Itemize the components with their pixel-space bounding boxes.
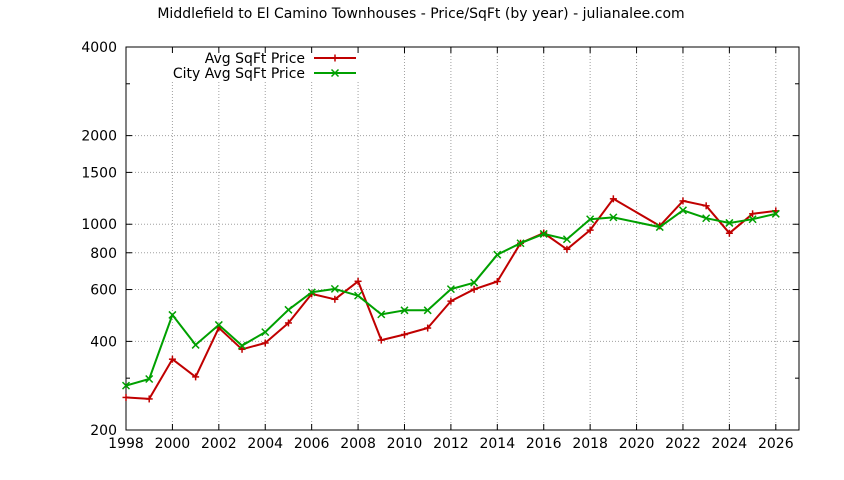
x-tick-label: 2012 (433, 436, 469, 452)
data-point-city-avg-sqft-price (586, 215, 595, 224)
data-point-avg-sqft-price (377, 336, 385, 344)
data-point-avg-sqft-price (261, 339, 269, 347)
data-point-city-avg-sqft-price (771, 209, 780, 218)
x-tick-label: 2026 (758, 436, 794, 452)
legend-marker-avg-sqft-price (331, 54, 339, 62)
data-point-avg-sqft-price (284, 319, 292, 327)
legend-label-city-avg-sqft-price: City Avg SqFt Price (173, 66, 305, 82)
x-tick-label: 2018 (572, 436, 608, 452)
legend-marker-city-avg-sqft-price (330, 68, 340, 78)
data-point-city-avg-sqft-price (400, 306, 409, 315)
data-point-avg-sqft-price (122, 393, 130, 401)
data-point-city-avg-sqft-price (725, 218, 734, 227)
data-point-avg-sqft-price (470, 285, 478, 293)
data-point-city-avg-sqft-price (214, 320, 223, 329)
data-point-avg-sqft-price (192, 373, 200, 381)
x-tick-label: 1998 (108, 436, 144, 452)
data-point-avg-sqft-price (168, 355, 176, 363)
data-point-city-avg-sqft-price (330, 284, 339, 293)
x-tick-label: 2024 (712, 436, 748, 452)
x-tick-label: 2002 (201, 436, 237, 452)
data-point-city-avg-sqft-price (354, 291, 363, 300)
data-point-city-avg-sqft-price (423, 306, 432, 315)
grid (125, 47, 799, 430)
x-tick-label: 2000 (155, 436, 191, 452)
data-point-city-avg-sqft-price (261, 328, 270, 337)
data-point-avg-sqft-price (493, 277, 501, 285)
y-tick-label: 2000 (81, 129, 117, 145)
y-tick-label: 800 (90, 246, 117, 262)
data-point-city-avg-sqft-price (284, 305, 293, 314)
axis-ticks: 1998 2000 2002 2004 2006 2008 2010 2012 2014 2016… (81, 40, 799, 452)
y-tick-label: 600 (90, 283, 117, 299)
data-point-city-avg-sqft-price (238, 341, 247, 350)
data-point-avg-sqft-price (679, 197, 687, 205)
data-point-avg-sqft-price (331, 295, 339, 303)
data-point-avg-sqft-price (749, 210, 757, 218)
x-tick-label: 2004 (247, 436, 283, 452)
x-tick-label: 2014 (479, 436, 515, 452)
data-point-city-avg-sqft-price (145, 374, 154, 384)
data-point-avg-sqft-price (354, 277, 362, 285)
data-point-avg-sqft-price (586, 226, 594, 234)
data-point-avg-sqft-price (609, 195, 617, 203)
y-tick-label: 200 (90, 423, 117, 439)
data-point-city-avg-sqft-price (307, 288, 316, 297)
chart-title: Middlefield to El Camino Townhouses - Pr… (157, 6, 684, 22)
x-tick-label: 2010 (387, 436, 423, 452)
data-point-avg-sqft-price (702, 202, 710, 210)
data-point-city-avg-sqft-price (470, 278, 479, 287)
data-point-city-avg-sqft-price (678, 206, 687, 215)
data-point-city-avg-sqft-price (446, 285, 455, 294)
data-point-avg-sqft-price (238, 345, 246, 353)
series-city-avg-sqft-price (121, 206, 780, 390)
y-tick-label: 1000 (81, 217, 117, 233)
data-point-avg-sqft-price (400, 331, 408, 339)
y-tick-label: 400 (90, 334, 117, 350)
data-point-city-avg-sqft-price (539, 229, 548, 238)
data-point-avg-sqft-price (725, 229, 733, 237)
data-point-city-avg-sqft-price (377, 310, 386, 319)
legend-label-avg-sqft-price: Avg SqFt Price (205, 51, 305, 67)
data-point-avg-sqft-price (447, 297, 455, 305)
data-point-city-avg-sqft-price (655, 223, 664, 232)
x-tick-label: 2008 (340, 436, 376, 452)
data-point-avg-sqft-price (563, 245, 571, 253)
data-point-city-avg-sqft-price (748, 215, 757, 224)
series-line-city-avg-sqft-price (125, 209, 777, 387)
data-point-city-avg-sqft-price (609, 213, 618, 222)
y-tick-label: 1500 (81, 165, 117, 181)
data-point-city-avg-sqft-price (168, 310, 177, 319)
plot-frame (125, 46, 800, 431)
data-point-avg-sqft-price (424, 324, 432, 332)
data-point-city-avg-sqft-price (493, 250, 502, 259)
data-point-avg-sqft-price (145, 395, 153, 403)
data-point-city-avg-sqft-price (121, 381, 131, 390)
x-tick-label: 2006 (294, 436, 330, 452)
series-group (121, 195, 780, 403)
data-point-city-avg-sqft-price (702, 214, 711, 223)
x-tick-label: 2016 (526, 436, 562, 452)
data-point-city-avg-sqft-price (516, 239, 525, 248)
data-point-city-avg-sqft-price (191, 340, 200, 349)
series-line-avg-sqft-price (125, 197, 776, 400)
x-tick-label: 2022 (665, 436, 701, 452)
y-tick-label: 4000 (81, 40, 117, 56)
x-tick-label: 2020 (619, 436, 655, 452)
data-point-city-avg-sqft-price (562, 235, 571, 244)
